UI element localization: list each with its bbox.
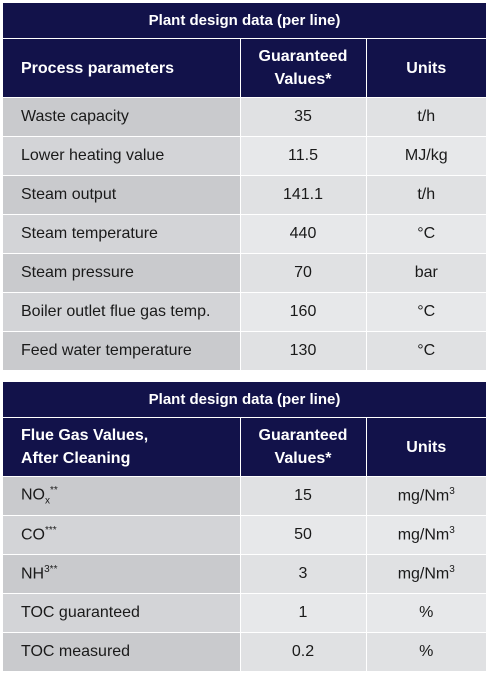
flue-gas-values-table: Plant design data (per line) Flue Gas Va… (3, 382, 487, 672)
param-cell: CO*** (3, 515, 241, 555)
unit-cell: bar (366, 253, 487, 293)
param-superscript: 3** (44, 564, 58, 576)
table-row: Lower heating value 11.5 MJ/kg (3, 136, 487, 176)
unit-cell: mg/Nm3 (366, 515, 487, 555)
unit-cell: °C (366, 331, 487, 371)
value-cell: 3 (240, 554, 367, 594)
param-cell: Boiler outlet flue gas temp. (3, 292, 241, 332)
table-row: TOC guaranteed 1 % (3, 593, 487, 633)
value-cell: 130 (240, 331, 367, 371)
value-cell: 0.2 (240, 632, 367, 672)
unit-base: mg/Nm (397, 565, 450, 583)
table-row: NH3** 3 mg/Nm3 (3, 554, 487, 594)
table-row: Waste capacity 35 t/h (3, 97, 487, 137)
unit-cell: °C (366, 214, 487, 254)
param-cell: Waste capacity (3, 97, 241, 137)
unit-cell: °C (366, 292, 487, 332)
value-cell: 50 (240, 515, 367, 555)
table2-body: NOx** 15 mg/Nm3 CO*** 50 mg/Nm3 NH3** 3 … (3, 476, 487, 672)
param-cell: TOC measured (3, 632, 241, 672)
table-row: TOC measured 0.2 % (3, 632, 487, 672)
param-cell: Steam pressure (3, 253, 241, 293)
unit-base: mg/Nm (397, 526, 450, 544)
column-header-parameter: Process parameters (3, 38, 241, 98)
table-row: Boiler outlet flue gas temp. 160 °C (3, 292, 487, 332)
unit-base: mg/Nm (397, 487, 450, 505)
table-row: Steam output 141.1 t/h (3, 175, 487, 215)
value-cell: 160 (240, 292, 367, 332)
unit-superscript: 3 (449, 486, 455, 498)
value-cell: 11.5 (240, 136, 367, 176)
param-subscript: x (45, 495, 50, 507)
header-values-line2: Values* (274, 71, 332, 88)
value-cell: 440 (240, 214, 367, 254)
table-row: Steam pressure 70 bar (3, 253, 487, 293)
unit-cell: mg/Nm3 (366, 476, 487, 516)
unit-cell: % (366, 593, 487, 633)
table-row: Feed water temperature 130 °C (3, 331, 487, 371)
table-title: Plant design data (per line) (3, 382, 487, 418)
column-header-units: Units (366, 417, 487, 477)
table1-body: Waste capacity 35 t/h Lower heating valu… (3, 97, 487, 371)
param-cell: Feed water temperature (3, 331, 241, 371)
header-param-line1: Flue Gas Values, (21, 427, 149, 444)
param-superscript: ** (50, 485, 58, 497)
column-header-values: Guaranteed Values* (240, 417, 367, 477)
unit-cell: MJ/kg (366, 136, 487, 176)
value-cell: 70 (240, 253, 367, 293)
unit-superscript: 3 (449, 564, 455, 576)
param-base: NO (21, 486, 45, 504)
param-cell: NOx** (3, 476, 241, 516)
param-superscript: *** (45, 525, 57, 537)
column-header-values: Guaranteed Values* (240, 38, 367, 98)
header-values-line1: Guaranteed (258, 48, 348, 65)
unit-cell: mg/Nm3 (366, 554, 487, 594)
header-values-line2: Values* (274, 450, 332, 467)
table-row: Steam temperature 440 °C (3, 214, 487, 254)
param-cell: NH3** (3, 554, 241, 594)
unit-cell: t/h (366, 97, 487, 137)
value-cell: 15 (240, 476, 367, 516)
value-cell: 1 (240, 593, 367, 633)
column-header-units: Units (366, 38, 487, 98)
param-cell: Steam output (3, 175, 241, 215)
column-header-parameter: Flue Gas Values, After Cleaning (3, 417, 241, 477)
param-base: NH (21, 565, 45, 583)
unit-cell: % (366, 632, 487, 672)
param-cell: Lower heating value (3, 136, 241, 176)
process-parameters-table: Plant design data (per line) Process par… (3, 3, 487, 371)
header-values-line1: Guaranteed (258, 427, 348, 444)
unit-cell: t/h (366, 175, 487, 215)
value-cell: 35 (240, 97, 367, 137)
table-row: CO*** 50 mg/Nm3 (3, 515, 487, 555)
value-cell: 141.1 (240, 175, 367, 215)
header-row: Flue Gas Values, After Cleaning Guarante… (3, 417, 487, 477)
header-row: Process parameters Guaranteed Values* Un… (3, 38, 487, 98)
table-row: NOx** 15 mg/Nm3 (3, 476, 487, 516)
param-cell: Steam temperature (3, 214, 241, 254)
unit-superscript: 3 (449, 525, 455, 537)
param-cell: TOC guaranteed (3, 593, 241, 633)
param-base: CO (21, 526, 45, 544)
header-param-line2: After Cleaning (21, 450, 131, 467)
table-title: Plant design data (per line) (3, 3, 487, 39)
